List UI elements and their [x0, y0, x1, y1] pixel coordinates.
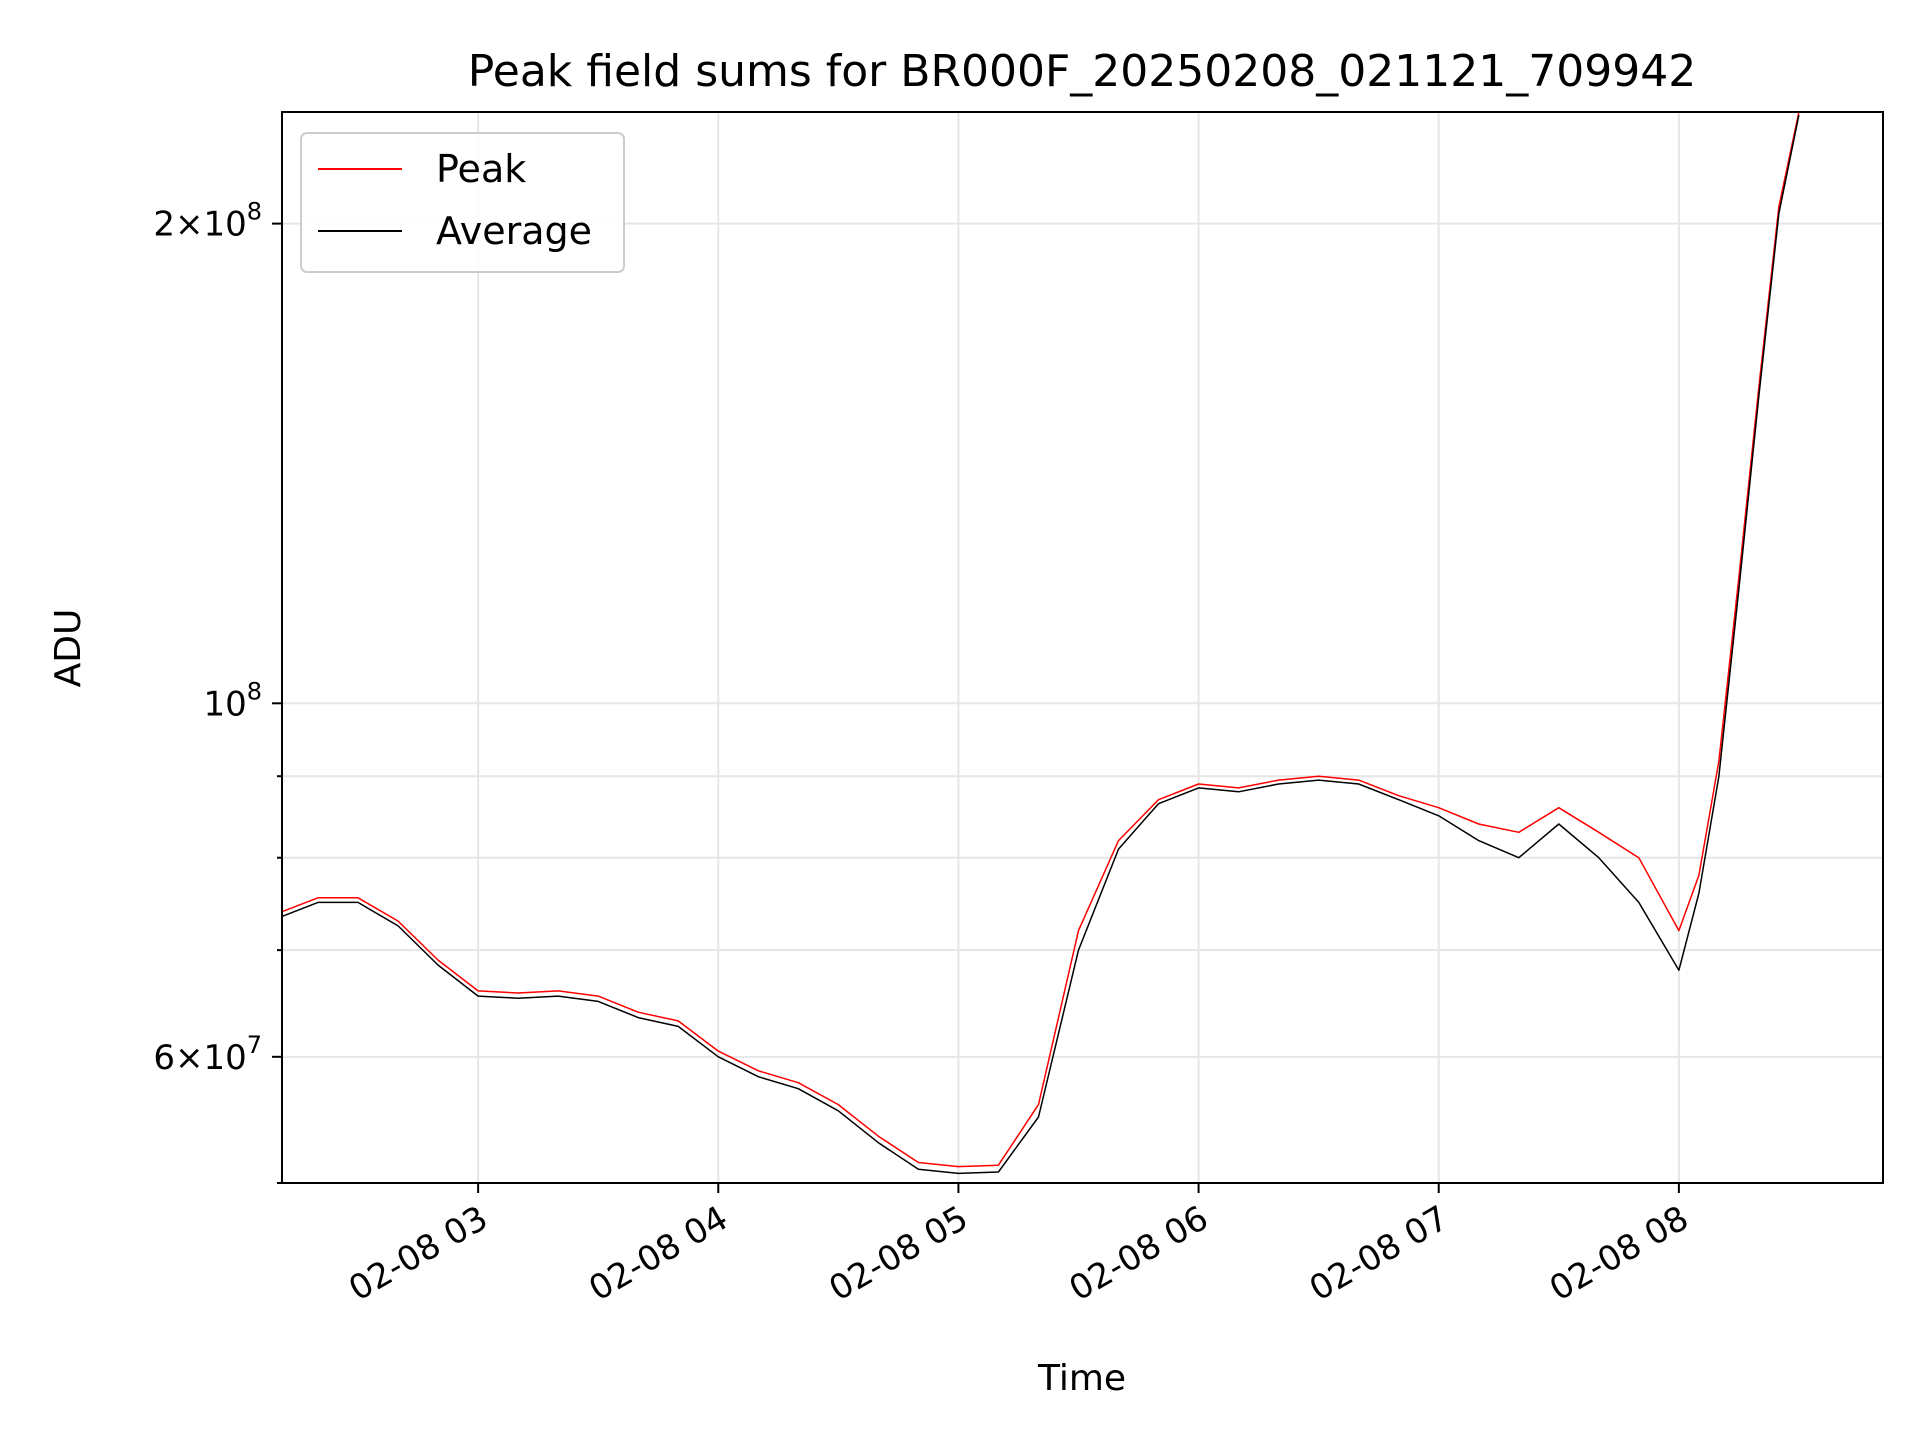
- legend-label-peak: Peak: [436, 147, 526, 191]
- x-axis: 02-08 03 02-08 04 02-08 05 02-08 06 02-08 07…: [342, 1183, 1695, 1309]
- x-tick-label: 02-08 06: [1063, 1198, 1215, 1309]
- legend-box: [300, 132, 625, 273]
- x-tick-label: 02-08 04: [582, 1198, 734, 1309]
- y-tick-label: 2×108: [153, 198, 262, 245]
- y-axis: 6×107 108 2×108: [153, 198, 282, 1184]
- legend-label-average: Average: [436, 209, 592, 253]
- series-line-average: [281, 114, 1800, 1175]
- chart-title: Peak field sums for BR000F_20250208_0211…: [468, 46, 1696, 97]
- grid-lines: [282, 112, 1883, 1184]
- x-tick-label: 02-08 08: [1543, 1198, 1695, 1309]
- y-tick-label: 6×107: [153, 1031, 262, 1078]
- legend: Peak Average: [300, 132, 625, 273]
- y-tick-label: 108: [203, 677, 262, 724]
- series-line-peak: [281, 111, 1800, 1168]
- y-axis-label: ADU: [48, 609, 89, 688]
- series-layer: [281, 111, 1800, 1175]
- x-tick-label: 02-08 05: [823, 1198, 975, 1309]
- x-tick-label: 02-08 07: [1303, 1198, 1455, 1309]
- plot-frame: [281, 111, 1884, 1184]
- x-tick-label: 02-08 03: [342, 1198, 494, 1309]
- x-axis-label: Time: [1037, 1358, 1126, 1399]
